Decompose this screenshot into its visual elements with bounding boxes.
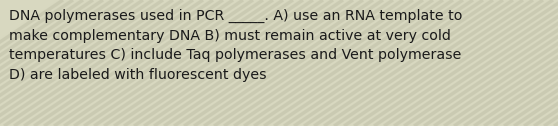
- Text: DNA polymerases used in PCR _____. A) use an RNA template to
make complementary : DNA polymerases used in PCR _____. A) us…: [9, 9, 462, 82]
